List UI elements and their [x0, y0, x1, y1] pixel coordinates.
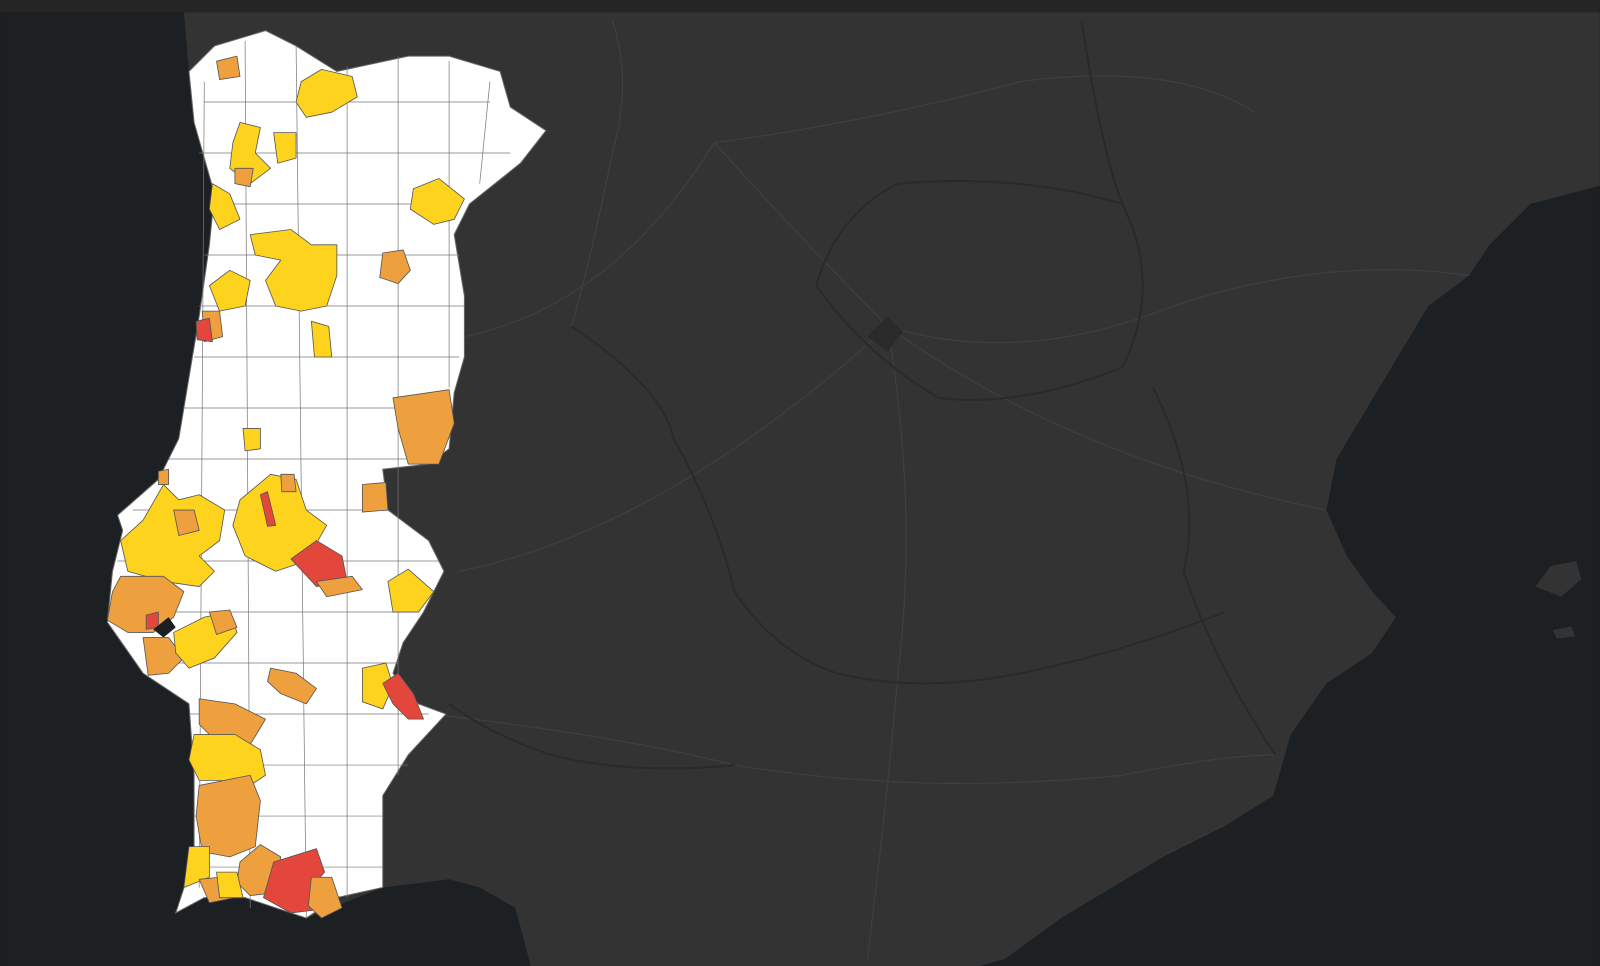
municipality	[208, 609, 238, 635]
municipality	[409, 178, 465, 225]
municipality	[208, 183, 241, 230]
municipality	[173, 509, 200, 536]
municipality	[280, 473, 297, 493]
municipality	[216, 55, 241, 80]
municipality	[208, 269, 251, 312]
municipality	[387, 568, 435, 613]
municipality	[249, 229, 338, 312]
municipality	[106, 575, 185, 633]
municipality	[267, 667, 317, 705]
municipality	[295, 68, 358, 118]
municipality	[157, 468, 169, 485]
madrid	[867, 316, 904, 352]
municipality	[379, 249, 411, 284]
municipality	[361, 482, 389, 513]
municipality	[316, 575, 363, 598]
land	[107, 12, 1600, 966]
roads	[428, 20, 1470, 959]
municipality	[242, 428, 261, 452]
municipality	[273, 132, 297, 164]
top-strip	[0, 0, 1600, 13]
municipality	[307, 876, 343, 919]
municipality	[142, 637, 185, 676]
municipality	[392, 389, 455, 465]
borders	[448, 20, 1277, 770]
menorca-ibiza	[1552, 626, 1576, 639]
municipality	[310, 320, 333, 358]
municipality	[361, 662, 394, 710]
mallorca	[1535, 561, 1582, 597]
portugal	[106, 30, 547, 919]
municipality	[183, 846, 210, 888]
municipality	[259, 491, 277, 527]
municipality	[195, 317, 213, 343]
municipality	[120, 484, 226, 587]
municipality	[382, 672, 425, 720]
municipality	[216, 871, 244, 899]
municipalities	[106, 55, 465, 919]
municipality	[290, 540, 348, 587]
municipality	[234, 167, 254, 188]
municipality	[195, 774, 261, 858]
estuary	[153, 617, 176, 638]
